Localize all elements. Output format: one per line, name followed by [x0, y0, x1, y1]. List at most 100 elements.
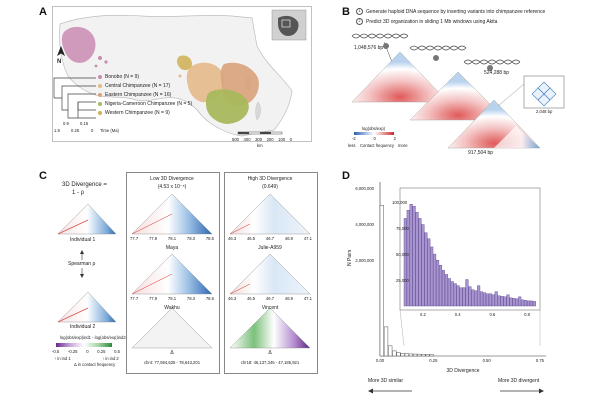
- time-label: Time (Ma): [100, 128, 119, 133]
- inset-bar: [450, 281, 454, 307]
- step-number: 1: [356, 8, 363, 15]
- low-tick: 77.9: [148, 236, 158, 241]
- histogram-bar: [396, 352, 401, 357]
- individual-1-map: [57, 203, 117, 235]
- high-ticks-1: 46.3 46.5 46.7 46.9 47.1: [228, 236, 312, 241]
- contact-map-1: [351, 51, 449, 103]
- inset-bar: [471, 289, 475, 307]
- d-ytick: 4,000,000: [355, 222, 374, 227]
- legend-dot: [98, 101, 102, 106]
- low-ticks-2: 77.7 77.9 78.1 78.3 78.5: [130, 296, 214, 301]
- step-text: Generate haploid DNA sequence by inserti…: [366, 8, 546, 15]
- scale-tick: 200: [266, 137, 274, 142]
- legend-item: Bonobo (N = 9): [98, 74, 192, 83]
- histogram-bar: [379, 205, 384, 357]
- low-tick: 78.5: [205, 236, 214, 241]
- tree-tick: 0.9: [63, 121, 69, 126]
- low-tick: 77.9: [148, 296, 158, 301]
- colorbar-ticks: -2 0 2: [352, 136, 396, 141]
- legend-item: Eastern Chimpanzee (N = 16): [98, 92, 192, 101]
- inset-bar: [506, 294, 510, 307]
- step-1: 1 Generate haploid DNA sequence by insert…: [356, 8, 545, 15]
- legend-dot: [98, 83, 102, 88]
- inset-bar: [485, 293, 489, 307]
- legend-label: Eastern Chimpanzee (N = 16): [105, 92, 172, 98]
- d-xtick: 0.25: [429, 358, 438, 363]
- scale-tick: 400: [243, 137, 251, 142]
- diff-left: ↑ in ind 1: [54, 356, 71, 361]
- range-western: [61, 26, 96, 63]
- low-tick: 78.3: [186, 296, 196, 301]
- comparison-maps: [131, 193, 311, 349]
- inset-xticks: 0.2 0.4 0.6 0.8: [420, 312, 530, 317]
- north-arrow-icon: [57, 46, 65, 56]
- north-label: N: [57, 59, 62, 65]
- scale-ticks: 500 400 300 200 100 0: [232, 137, 292, 142]
- high-delta: Δ: [268, 350, 272, 356]
- high-coord: chr18: 46,137,345 - 47,185,921: [240, 360, 300, 365]
- step-text: Predict 3D organization in sliding 1 Mb …: [366, 18, 498, 25]
- inset-bar: [409, 203, 413, 307]
- inset-bar: [500, 296, 504, 307]
- low-coord: chr4: 77,594,625 - 78,643,201: [143, 360, 201, 365]
- africa-map: [52, 6, 312, 142]
- high-tick: 46.7: [265, 296, 275, 301]
- panel-c-label: C: [39, 170, 47, 182]
- right-note: More 3D divergent: [498, 378, 540, 384]
- diff-tick: -0.25: [67, 349, 78, 354]
- inset-bar: [427, 238, 431, 307]
- diff-tick: -0.5: [52, 349, 60, 354]
- scale-tick: 500: [232, 137, 239, 142]
- range-bonobo: [206, 89, 249, 124]
- colorbar-less: less: [348, 143, 356, 148]
- high-diff-map: [229, 307, 311, 349]
- spearman-label: Spearman ρ: [68, 261, 96, 267]
- legend-dot: [98, 74, 102, 79]
- histogram-bar: [388, 345, 393, 357]
- high-value: (0.649): [262, 184, 278, 190]
- inset-bar: [480, 291, 484, 307]
- colorbar-caption: Contact frequency: [360, 143, 394, 148]
- high-ticks-2: 46.3 46.5 46.7 46.9 47.1: [228, 296, 312, 301]
- inset-bar: [524, 300, 528, 307]
- high-tick: 46.9: [284, 296, 294, 301]
- half-window-label: 524,288 bp: [484, 70, 510, 76]
- legend-item: Western Chimpanzee (N = 9): [98, 110, 192, 119]
- inset-bar: [439, 265, 443, 307]
- inset-bar: [462, 287, 466, 307]
- inset-bar: [521, 299, 525, 307]
- left-note: More 3D similar: [368, 378, 404, 384]
- inset-bar: [532, 301, 536, 307]
- colorbar-tick: 0: [373, 136, 376, 141]
- contact-map-2: [409, 71, 507, 121]
- inset-bar: [447, 278, 451, 307]
- high-name-2: Vincent: [261, 305, 279, 311]
- scale-tick: 0: [289, 137, 292, 142]
- high-tick: 47.1: [303, 296, 312, 301]
- dna-helix: [351, 33, 521, 65]
- d-ytick: 2,000,000: [355, 258, 374, 263]
- diff-tick: 0: [86, 349, 89, 354]
- diff-title: log(obs/exp)ind1 - log(obs/exp)ind2: [60, 335, 126, 340]
- tree-tick: 1.9: [54, 128, 60, 133]
- inset-bar: [497, 295, 501, 307]
- d-xticks: 0.00 0.25 0.50 0.75: [376, 358, 544, 363]
- histogram-bar: [400, 353, 405, 357]
- inset-ytick: 50,000: [396, 252, 409, 257]
- low-tick: 77.7: [130, 236, 139, 241]
- divergence-title: 3D Divergence =: [62, 182, 107, 188]
- legend-dot: [98, 110, 102, 115]
- legend-label: Bonobo (N = 9): [105, 74, 140, 80]
- d-xtick: 0.75: [535, 358, 544, 363]
- high-tick: 46.3: [228, 236, 237, 241]
- high-title: High 3D Divergence: [247, 176, 293, 182]
- inset-bar: [474, 290, 478, 307]
- histogram-bar: [425, 354, 430, 357]
- inset-bar: [441, 270, 445, 307]
- inset-ytick: 25,000: [396, 278, 409, 283]
- phylo-tree: [53, 77, 96, 119]
- colorbar-title: log(obs/exp): [362, 126, 386, 131]
- inset-bar: [456, 285, 460, 307]
- inset-bar: [465, 279, 469, 307]
- colorbar: [354, 132, 394, 135]
